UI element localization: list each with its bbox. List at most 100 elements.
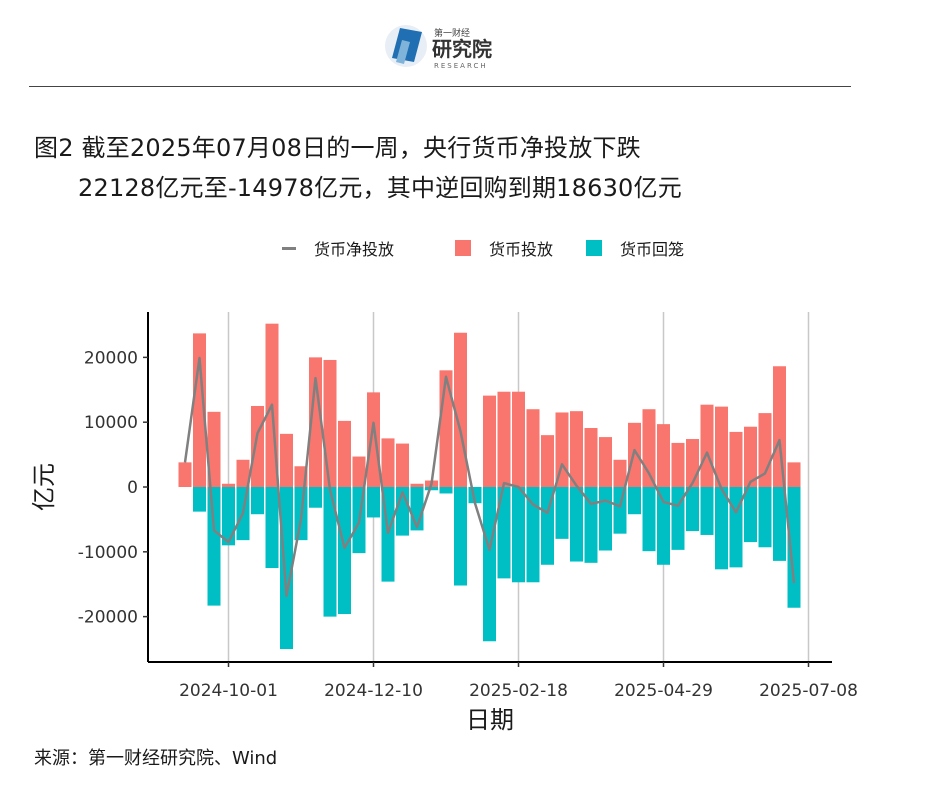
- bar-injection: [236, 459, 250, 487]
- legend-item-withdrawal: 货币回笼: [586, 236, 684, 260]
- logo-cn-small: 第一财经: [434, 27, 470, 39]
- legend-item-net: 货币净投放: [282, 236, 394, 260]
- bar-injection: [222, 483, 235, 487]
- legend-label-net: 货币净投放: [314, 240, 395, 259]
- bar-injection: [671, 442, 685, 487]
- bar-injection: [396, 443, 409, 487]
- bar-injection: [787, 462, 801, 487]
- bar-withdrawal: [338, 487, 351, 615]
- bar-withdrawal: [758, 487, 772, 548]
- bar-injection: [352, 456, 366, 487]
- bar-injection: [570, 411, 583, 487]
- bar-withdrawal: [526, 487, 540, 583]
- bar-injection: [657, 424, 670, 487]
- bar-withdrawal: [323, 487, 337, 617]
- bar-injection: [381, 438, 395, 487]
- bar-withdrawal: [439, 487, 453, 494]
- bar-injection: [323, 359, 337, 487]
- bar-injection: [715, 406, 728, 487]
- bar-withdrawal: [700, 487, 714, 535]
- legend: 货币净投放 货币投放 货币回笼: [0, 236, 926, 260]
- bar-withdrawal: [686, 487, 699, 532]
- bar-injection: [280, 433, 293, 487]
- bar-withdrawal: [599, 487, 612, 551]
- net-injection-line: [183, 356, 796, 598]
- bar-withdrawal: [497, 487, 511, 579]
- bar-injection: [613, 459, 627, 487]
- bar-withdrawal: [309, 487, 322, 508]
- bar-withdrawal: [425, 487, 438, 491]
- bar-withdrawal: [541, 487, 554, 565]
- bar-withdrawal: [642, 487, 656, 552]
- bar-withdrawal: [265, 487, 279, 569]
- bar-withdrawal: [367, 487, 380, 518]
- y-tick-label: 10000: [84, 413, 138, 433]
- bar-injection: [410, 483, 424, 487]
- bar-withdrawal: [729, 487, 743, 568]
- bar-withdrawal: [628, 487, 641, 515]
- x-tick-label: 2024-12-10: [324, 681, 423, 701]
- legend-label-withdrawal: 货币回笼: [620, 240, 685, 259]
- bar-injection: [584, 428, 598, 487]
- bar-withdrawal: [715, 487, 728, 570]
- logo-cn-big: 研究院: [432, 37, 492, 61]
- bar-injection: [526, 409, 540, 487]
- y-tick-label: 0: [127, 478, 138, 498]
- bar-withdrawal: [773, 487, 786, 561]
- bar-injection: [193, 333, 206, 487]
- bar-injection: [483, 395, 496, 487]
- bar-injection: [700, 404, 714, 487]
- header-divider: [29, 86, 851, 87]
- bar-withdrawal: [744, 487, 757, 543]
- y-tick-label: 20000: [84, 348, 138, 368]
- bar-injection: [178, 462, 192, 487]
- y-tick-label: -20000: [78, 608, 138, 628]
- x-tick-label: 2025-07-08: [759, 681, 858, 701]
- bar-injection: [599, 437, 612, 487]
- bar-withdrawal: [584, 487, 598, 563]
- bar-withdrawal: [483, 487, 496, 642]
- y-axis-label: 亿元: [30, 463, 58, 511]
- bar-injection: [251, 405, 264, 487]
- legend-item-injection: 货币投放: [455, 236, 553, 260]
- bar-withdrawal: [251, 487, 264, 515]
- bar-injection: [512, 391, 525, 487]
- bar-injection: [686, 439, 699, 487]
- logo: 第一财经 研究院 RESEARCH: [382, 18, 512, 74]
- bar-withdrawal: [222, 487, 235, 546]
- bar-injection: [309, 357, 322, 487]
- bar-injection: [338, 420, 351, 487]
- chart-title-line1: 图2 截至2025年07月08日的一周，央行货币净投放下跌: [34, 134, 641, 162]
- logo-en: RESEARCH: [434, 62, 488, 70]
- bar-injection: [497, 391, 511, 487]
- bar-withdrawal: [555, 487, 569, 539]
- legend-fill-key-injection: [455, 240, 471, 256]
- bar-withdrawal: [570, 487, 583, 562]
- legend-label-injection: 货币投放: [489, 240, 554, 259]
- x-tick-label: 2025-04-29: [614, 681, 713, 701]
- bar-withdrawal: [280, 487, 293, 650]
- source-note: 来源：第一财经研究院、Wind: [34, 748, 278, 769]
- bar-injection: [367, 392, 380, 487]
- bar-injection: [439, 370, 453, 487]
- bar-withdrawal: [787, 487, 801, 608]
- y-tick-label: -10000: [78, 543, 138, 563]
- bar-withdrawal: [512, 487, 525, 583]
- bar-injection: [541, 435, 554, 487]
- x-tick-label: 2024-10-01: [179, 681, 278, 701]
- logo-mark-icon: [385, 25, 427, 67]
- legend-fill-key-withdrawal: [586, 240, 602, 256]
- x-tick-label: 2025-02-18: [469, 681, 568, 701]
- bar-withdrawal: [657, 487, 670, 565]
- bar-withdrawal: [207, 487, 221, 606]
- legend-line-key: [282, 246, 296, 250]
- bar-withdrawal: [613, 487, 627, 534]
- x-axis-label: 日期: [466, 706, 514, 734]
- bar-withdrawal: [454, 487, 467, 586]
- chart-title-line2: 22128亿元至-14978亿元，其中逆回购到期18630亿元: [78, 174, 682, 202]
- bar-injection: [744, 426, 757, 487]
- bar-withdrawal: [193, 487, 206, 512]
- bar-injection: [729, 431, 743, 487]
- bar-injection: [773, 366, 786, 487]
